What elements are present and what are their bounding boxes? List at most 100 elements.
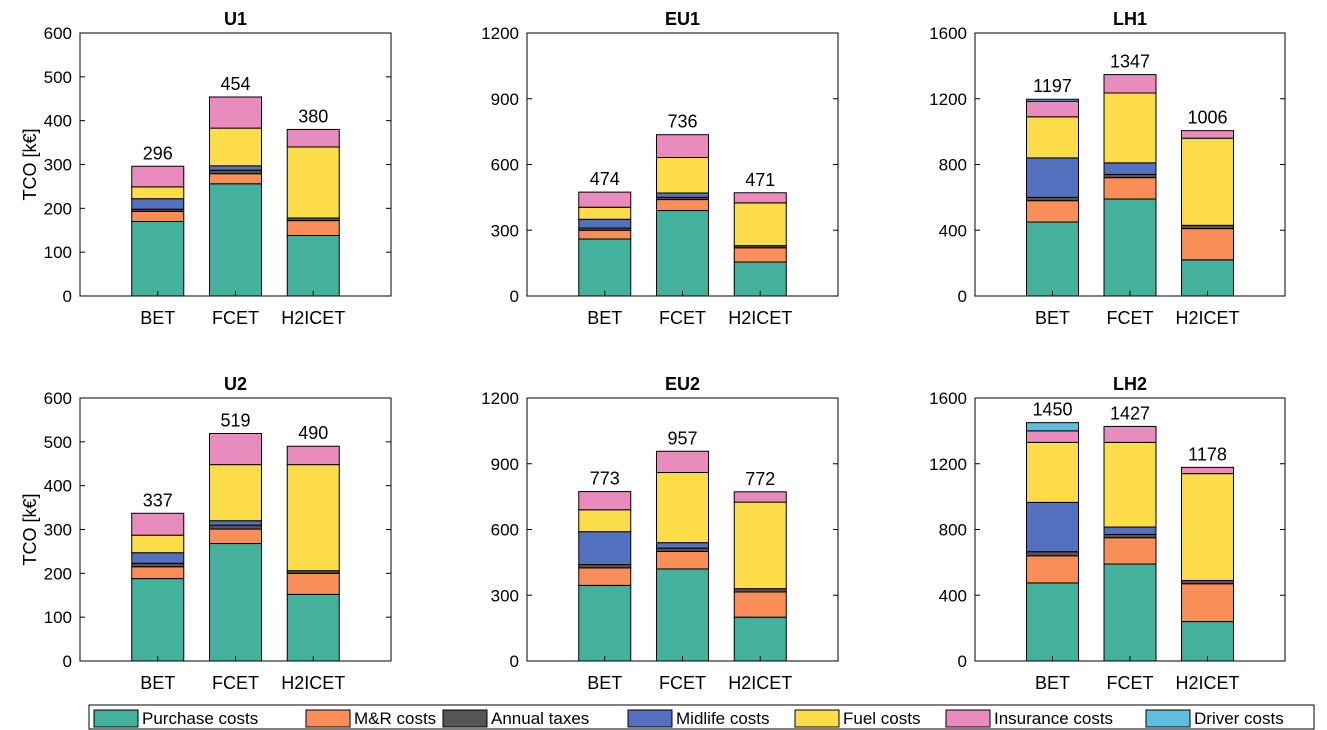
x-tick-label: H2ICET	[728, 308, 792, 328]
panel-eu1: 0 300 600 900 1200 474 BET 736 FCET 471 H2ICET EU1	[481, 9, 839, 328]
y-tick-label: 200	[44, 199, 72, 218]
bar-total-label: 519	[220, 411, 250, 431]
bar-segment-fuel-costs	[131, 186, 185, 200]
x-tick-label: H2ICET	[1175, 673, 1239, 693]
y-tick-label: 1600	[929, 24, 967, 43]
bar-segment-fuel-costs	[578, 206, 632, 220]
bar-segment-m-r-costs	[656, 199, 709, 212]
bar-segment-insurance-costs	[1026, 100, 1079, 118]
bar-total-label: 337	[143, 490, 173, 510]
y-tick-label: 500	[44, 433, 72, 452]
y-tick-label: 300	[491, 586, 519, 605]
bar-segment-m-r-costs	[1103, 177, 1157, 200]
x-tick-label: FCET	[212, 673, 259, 693]
bar-segment-midlife-costs	[656, 542, 709, 549]
bar-total-label: 957	[667, 428, 697, 448]
bar-segment-m-r-costs	[1026, 200, 1079, 223]
panel-title: EU2	[665, 374, 700, 394]
y-tick-label: 900	[491, 90, 519, 109]
y-tick-label: 800	[939, 156, 967, 175]
bar-segment-insurance-costs	[1103, 425, 1157, 443]
legend-label: M&R costs	[354, 709, 436, 728]
bar-segment-m-r-costs	[131, 210, 185, 222]
bar-segment-fuel-costs	[209, 127, 262, 167]
bar-total-label: 296	[143, 143, 173, 163]
y-tick-label: 600	[44, 389, 72, 408]
bar-segment-fuel-costs	[578, 509, 632, 533]
panel-lh2: 0 400 800 1200 1600 1450 BET 1427 FCET 1178 H2ICET…	[929, 374, 1286, 693]
bar-segment-insurance-costs	[286, 128, 340, 148]
bar-segment-purchase-costs	[131, 578, 185, 662]
bar-segment-insurance-costs	[286, 445, 340, 466]
bar-segment-midlife-costs	[578, 531, 632, 566]
y-tick-label: 100	[44, 243, 72, 262]
y-tick-label: 900	[491, 455, 519, 474]
bar-segment-midlife-costs	[656, 192, 709, 198]
x-tick-label: BET	[587, 673, 622, 693]
bar-segment-midlife-costs	[131, 552, 185, 564]
y-tick-label: 400	[939, 586, 967, 605]
bar-segment-m-r-costs	[209, 173, 262, 185]
bar-segment-m-r-costs	[733, 247, 787, 263]
bar-total-label: 773	[590, 469, 620, 489]
bar-segment-fuel-costs	[209, 464, 262, 522]
x-tick-label: BET	[140, 308, 175, 328]
bar-total-label: 736	[667, 112, 697, 132]
bar-segment-insurance-costs	[209, 433, 262, 466]
bar-segment-fuel-costs	[656, 472, 709, 544]
bar-segment-purchase-costs	[1026, 221, 1079, 297]
bar-segment-m-r-costs	[286, 572, 340, 595]
legend-label: Midlife costs	[676, 709, 770, 728]
y-tick-label: 600	[491, 521, 519, 540]
y-axis-label: TCO [k€]	[20, 128, 40, 200]
bar-segment-purchase-costs	[209, 543, 262, 662]
panel-eu2: 0 300 600 900 1200 773 BET 957 FCET 772 H2ICET EU2	[481, 374, 839, 693]
bar-segment-m-r-costs	[733, 591, 787, 618]
bar-segment-midlife-costs	[1026, 501, 1079, 553]
bar-segment-purchase-costs	[1026, 582, 1079, 662]
bar-segment-annual-taxes	[1026, 551, 1079, 557]
legend-swatch-midlife-costs	[627, 709, 673, 728]
y-tick-label: 300	[44, 521, 72, 540]
bar-segment-purchase-costs	[131, 220, 185, 297]
x-tick-label: FCET	[1107, 308, 1154, 328]
x-tick-label: FCET	[659, 673, 706, 693]
bar-total-label: 1197	[1033, 76, 1072, 96]
bar-segment-fuel-costs	[1103, 92, 1157, 164]
y-tick-label: 0	[958, 652, 967, 671]
bar-segment-driver-costs	[1026, 422, 1079, 432]
bar-total-label: 1450	[1032, 400, 1072, 420]
bar-segment-purchase-costs	[733, 616, 787, 662]
bar-total-label: 490	[298, 423, 328, 443]
bar-segment-m-r-costs	[1103, 537, 1157, 565]
x-tick-label: BET	[587, 308, 622, 328]
bar-segment-m-r-costs	[131, 566, 185, 580]
legend-label: Fuel costs	[843, 709, 920, 728]
y-tick-label: 600	[491, 156, 519, 175]
y-tick-label: 400	[939, 221, 967, 240]
bar-segment-purchase-costs	[209, 183, 262, 297]
bar-segment-insurance-costs	[578, 191, 632, 208]
bar-segment-insurance-costs	[1181, 466, 1234, 475]
legend-label: Annual taxes	[491, 709, 589, 728]
bar-segment-purchase-costs	[733, 261, 787, 297]
panel-title: LH2	[1113, 374, 1147, 394]
bar-segment-insurance-costs	[656, 134, 709, 158]
bar-segment-insurance-costs	[656, 450, 709, 474]
bar-segment-midlife-costs	[131, 198, 185, 210]
legend-swatch-fuel-costs	[794, 709, 840, 728]
legend-label: Purchase costs	[142, 709, 258, 728]
bar-total-label: 1347	[1110, 52, 1150, 72]
y-tick-label: 1600	[929, 389, 967, 408]
bar-segment-fuel-costs	[286, 464, 340, 572]
bar-segment-purchase-costs	[578, 584, 632, 662]
y-tick-label: 100	[44, 608, 72, 627]
bar-segment-midlife-costs	[209, 165, 262, 171]
panel-u1: 0 100 200 300 400 500 600 296 BET 454 FCET 380 H2ICE…	[20, 9, 392, 328]
bar-segment-midlife-costs	[1026, 157, 1079, 198]
y-tick-label: 800	[939, 521, 967, 540]
bar-segment-driver-costs	[1026, 98, 1079, 102]
y-tick-label: 0	[958, 287, 967, 306]
bar-segment-annual-taxes	[209, 524, 262, 530]
